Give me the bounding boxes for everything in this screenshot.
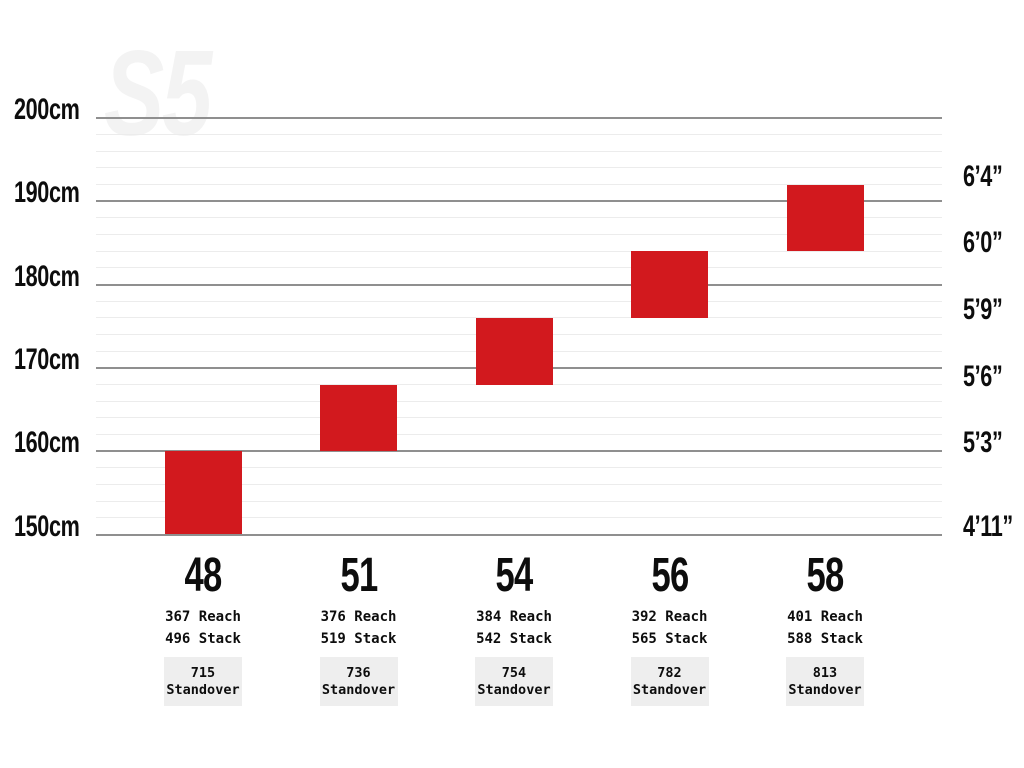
stack-spec-54: 542 Stack — [476, 631, 552, 647]
gridline-major-190cm — [96, 200, 942, 203]
left-axis-tick-200cm: 200cm — [14, 93, 80, 126]
gridline-minor-166cm — [96, 400, 942, 402]
gridline-minor-162cm — [96, 434, 942, 436]
gridline-minor-178cm — [96, 300, 942, 302]
standover-box-58: 813 Standover — [786, 657, 864, 706]
gridline-major-150cm — [96, 533, 942, 536]
gridline-minor-154cm — [96, 500, 942, 502]
gridline-minor-184cm — [96, 250, 942, 252]
size-label-51: 51 — [339, 549, 378, 602]
gridline-minor-192cm — [96, 184, 942, 186]
standover-box-48: 715 Standover — [164, 657, 242, 706]
reach-spec-48: 367 Reach — [165, 609, 241, 625]
reach-spec-56: 392 Reach — [631, 609, 708, 625]
standover-box-56: 782 Standover — [630, 657, 709, 706]
gridline-minor-198cm — [96, 134, 942, 136]
size-bar-58 — [786, 184, 864, 252]
standover-box-54: 754 Standover — [475, 657, 553, 706]
gridline-minor-168cm — [96, 384, 942, 386]
right-axis-tick-150cm: 4’11” — [963, 509, 1013, 543]
size-label-56: 56 — [650, 549, 689, 602]
size-label-54: 54 — [495, 549, 533, 602]
standover-value: 813 — [812, 664, 838, 681]
standover-value: 782 — [657, 664, 682, 681]
left-axis-tick-180cm: 180cm — [14, 259, 80, 293]
reach-spec-58: 401 Reach — [787, 609, 863, 625]
size-bar-54 — [475, 317, 553, 385]
gridline-minor-152cm — [96, 517, 942, 519]
left-axis-tick-160cm: 160cm — [14, 426, 80, 460]
right-axis-tick-168cm: 5’6” — [963, 359, 1003, 393]
left-axis-tick-190cm: 190cm — [14, 176, 80, 210]
gridline-minor-158cm — [96, 467, 942, 469]
gridline-minor-188cm — [96, 217, 942, 219]
gridline-major-180cm — [96, 283, 942, 286]
standover-label: Standover — [321, 681, 396, 698]
stack-spec-51: 519 Stack — [320, 631, 397, 647]
gridline-minor-194cm — [96, 167, 942, 169]
right-axis-tick-192cm: 6’4” — [963, 159, 1003, 193]
standover-label: Standover — [166, 681, 240, 698]
right-axis-tick-160cm: 5’3” — [963, 426, 1003, 460]
stack-spec-58: 588 Stack — [787, 631, 863, 647]
standover-label: Standover — [477, 681, 551, 698]
standover-label: Standover — [632, 681, 707, 698]
standover-value: 715 — [190, 664, 216, 681]
gridline-minor-196cm — [96, 150, 942, 152]
right-axis-tick-184cm: 6’0” — [963, 226, 1003, 260]
gridline-major-160cm — [96, 450, 942, 453]
standover-value: 754 — [501, 664, 527, 681]
right-axis-tick-176cm: 5’9” — [963, 292, 1003, 326]
size-label-58: 58 — [806, 549, 844, 602]
model-watermark: S5 — [104, 25, 212, 161]
standover-box-51: 736 Standover — [319, 657, 398, 706]
stack-spec-48: 496 Stack — [165, 631, 241, 647]
standover-value: 736 — [346, 664, 371, 681]
left-axis-tick-170cm: 170cm — [14, 342, 80, 376]
gridline-minor-182cm — [96, 267, 942, 269]
stack-spec-56: 565 Stack — [631, 631, 708, 647]
gridline-minor-186cm — [96, 234, 942, 236]
size-label-48: 48 — [184, 549, 222, 602]
reach-spec-51: 376 Reach — [320, 609, 397, 625]
standover-label: Standover — [788, 681, 862, 698]
size-bar-56 — [631, 251, 708, 318]
size-bar-48 — [164, 451, 242, 535]
reach-spec-54: 384 Reach — [476, 609, 552, 625]
size-bar-51 — [320, 384, 397, 452]
gridline-major-200cm — [96, 117, 942, 119]
left-axis-tick-150cm: 150cm — [14, 509, 80, 543]
gridline-minor-156cm — [96, 484, 942, 486]
gridline-minor-164cm — [96, 417, 942, 419]
